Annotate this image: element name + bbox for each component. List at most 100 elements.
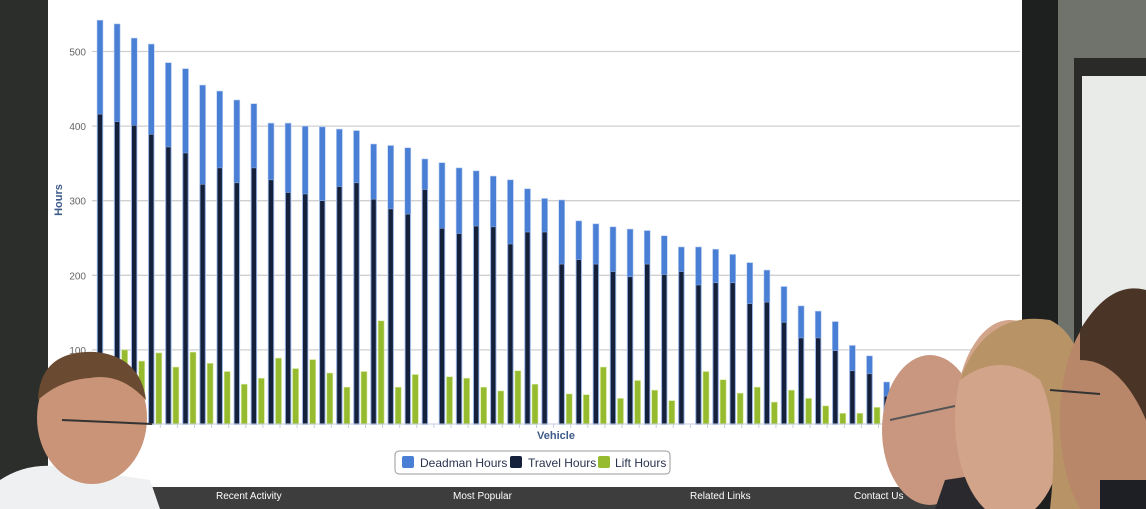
- bar-lift-hours[interactable]: [275, 357, 282, 425]
- bar-travel-hours[interactable]: [387, 208, 394, 425]
- bar-lift-hours[interactable]: [343, 386, 351, 425]
- bar-travel-hours[interactable]: [764, 301, 770, 425]
- bar-lift-hours[interactable]: [753, 386, 761, 425]
- bar-lift-hours[interactable]: [719, 379, 727, 425]
- bar-lift-hours[interactable]: [822, 405, 830, 425]
- bar-lift-hours[interactable]: [668, 400, 676, 425]
- footer-link-related-links[interactable]: Related Links: [690, 491, 751, 502]
- bar-travel-hours[interactable]: [422, 189, 428, 425]
- bar-lift-hours[interactable]: [155, 352, 163, 425]
- bar-travel-hours[interactable]: [558, 263, 565, 425]
- bar-travel-hours[interactable]: [849, 370, 856, 425]
- bar-lift-hours[interactable]: [736, 392, 744, 425]
- legend-deadman-hours[interactable]: Deadman Hours: [420, 456, 507, 470]
- bar-travel-hours[interactable]: [832, 350, 839, 425]
- bar-lift-hours[interactable]: [241, 383, 248, 425]
- bar-lift-hours[interactable]: [206, 363, 214, 425]
- bar-travel-hours[interactable]: [746, 303, 753, 425]
- bar-lift-hours[interactable]: [856, 413, 864, 425]
- bar-lift-hours[interactable]: [771, 401, 778, 425]
- bar-travel-hours[interactable]: [404, 213, 411, 425]
- y-axis-ticks: 100 200 300 400 500: [69, 48, 86, 357]
- y-tick-label: 300: [69, 197, 86, 208]
- bar-lift-hours[interactable]: [582, 394, 590, 425]
- person-blonde: [955, 318, 1090, 509]
- bar-travel-hours[interactable]: [182, 152, 189, 425]
- bar-travel-hours[interactable]: [148, 134, 155, 425]
- bar-travel-hours[interactable]: [165, 146, 172, 425]
- y-tick-label: 100: [69, 346, 86, 357]
- bar-lift-hours[interactable]: [805, 398, 812, 425]
- bar-lift-hours[interactable]: [617, 398, 624, 425]
- bar-travel-hours[interactable]: [593, 263, 599, 425]
- bar-travel-hours[interactable]: [319, 200, 326, 425]
- footer-link-recent-activity[interactable]: Recent Activity: [216, 491, 282, 502]
- bar-travel-hours[interactable]: [866, 373, 873, 425]
- bar-travel-hours[interactable]: [285, 192, 291, 425]
- bar-travel-hours[interactable]: [781, 321, 787, 425]
- bar-travel-hours[interactable]: [473, 225, 480, 425]
- bar-lift-hours[interactable]: [309, 359, 317, 425]
- bar-lift-hours[interactable]: [463, 377, 470, 425]
- bar-lift-hours[interactable]: [497, 390, 505, 425]
- bar-travel-hours[interactable]: [353, 182, 360, 425]
- bar-travel-hours[interactable]: [644, 263, 651, 425]
- bar-travel-hours[interactable]: [541, 231, 548, 425]
- bar-travel-hours[interactable]: [575, 259, 582, 425]
- bar-travel-hours[interactable]: [439, 228, 445, 425]
- bar-lift-hours[interactable]: [565, 393, 573, 425]
- bar-travel-hours[interactable]: [251, 167, 257, 425]
- bar-lift-hours[interactable]: [873, 407, 881, 425]
- legend: Deadman Hours Travel Hours Lift Hours: [394, 450, 671, 475]
- footer-link-most-popular[interactable]: Most Popular: [453, 491, 513, 502]
- bar-travel-hours[interactable]: [507, 243, 514, 425]
- bar-lift-hours[interactable]: [531, 383, 539, 425]
- person-left: [0, 351, 160, 509]
- bar-lift-hours[interactable]: [292, 368, 299, 425]
- bar-lift-hours[interactable]: [634, 380, 641, 425]
- bar-lift-hours[interactable]: [839, 413, 847, 425]
- bar-lift-hours[interactable]: [702, 371, 710, 425]
- bar-lift-hours[interactable]: [788, 389, 795, 425]
- bar-lift-hours[interactable]: [394, 386, 402, 425]
- bar-travel-hours[interactable]: [627, 276, 633, 425]
- bar-lift-hours[interactable]: [172, 366, 180, 425]
- bar-travel-hours[interactable]: [370, 198, 377, 425]
- bar-travel-hours[interactable]: [302, 193, 309, 425]
- bar-lift-hours[interactable]: [223, 371, 231, 425]
- bar-travel-hours[interactable]: [798, 337, 804, 425]
- bar-travel-hours[interactable]: [199, 183, 206, 425]
- legend-travel-hours[interactable]: Travel Hours: [528, 456, 596, 470]
- legend-lift-hours[interactable]: Lift Hours: [615, 456, 666, 470]
- bar-travel-hours[interactable]: [815, 337, 822, 425]
- bar-lift-hours[interactable]: [480, 386, 488, 425]
- bar-lift-hours[interactable]: [446, 376, 453, 425]
- footer-link-contact-us[interactable]: Contact Us: [854, 491, 903, 502]
- bar-travel-hours[interactable]: [234, 182, 240, 425]
- site-footer: Recent Activity Most Popular Related Lin…: [135, 487, 1005, 509]
- y-tick-label: 400: [69, 122, 86, 133]
- bar-lift-hours[interactable]: [377, 320, 385, 425]
- bar-travel-hours[interactable]: [610, 271, 616, 425]
- bar-lift-hours[interactable]: [360, 371, 368, 425]
- bar-travel-hours[interactable]: [678, 271, 685, 425]
- y-tick-label: 500: [69, 48, 86, 59]
- bar-lift-hours[interactable]: [258, 377, 265, 425]
- legend-swatch-travel: [510, 456, 522, 468]
- bar-lift-hours[interactable]: [189, 351, 197, 425]
- bar-travel-hours[interactable]: [216, 167, 223, 425]
- bar-travel-hours[interactable]: [456, 233, 462, 425]
- bar-lift-hours[interactable]: [514, 370, 522, 425]
- bar-travel-hours[interactable]: [661, 274, 668, 425]
- bar-lift-hours[interactable]: [326, 372, 334, 425]
- bar-travel-hours[interactable]: [490, 226, 497, 425]
- bar-travel-hours[interactable]: [695, 284, 702, 425]
- bar-lift-hours[interactable]: [411, 374, 419, 425]
- bar-travel-hours[interactable]: [729, 282, 736, 425]
- bar-lift-hours[interactable]: [651, 389, 659, 425]
- bar-travel-hours[interactable]: [524, 231, 531, 425]
- bar-travel-hours[interactable]: [336, 186, 343, 425]
- bar-travel-hours[interactable]: [712, 282, 719, 425]
- bar-lift-hours[interactable]: [600, 366, 607, 425]
- bar-travel-hours[interactable]: [268, 179, 274, 425]
